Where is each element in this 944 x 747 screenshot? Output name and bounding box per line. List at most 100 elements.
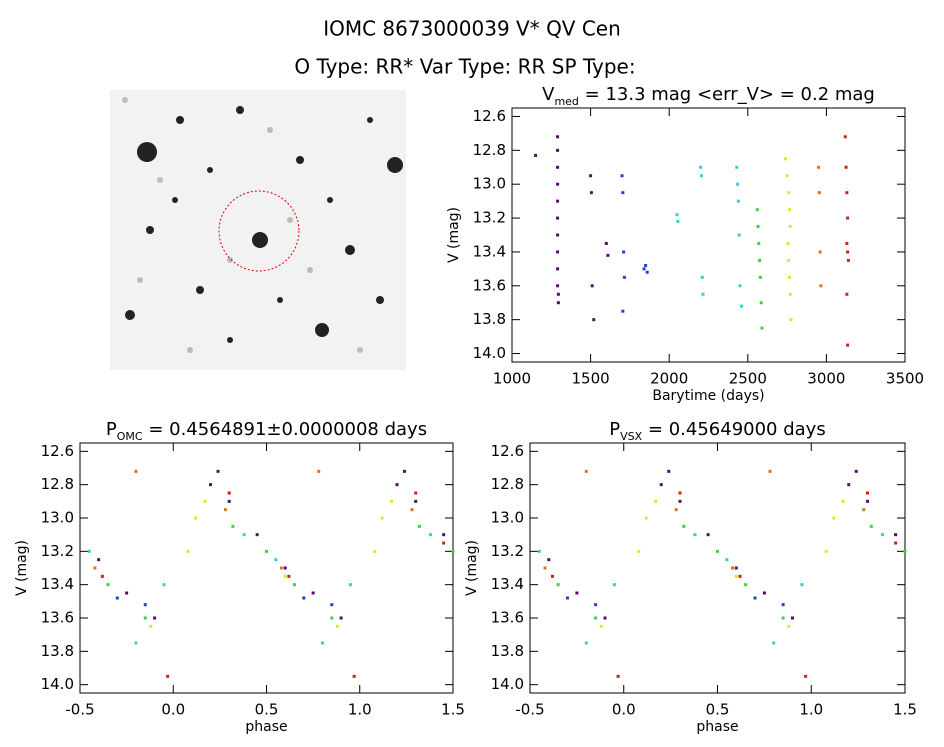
chart-title: PVSX = 0.45649000 days	[609, 419, 825, 443]
point	[869, 524, 873, 528]
point	[731, 566, 734, 570]
x-tick-label: 1.0	[799, 701, 823, 719]
point	[678, 499, 682, 503]
point	[134, 641, 138, 645]
point	[786, 241, 790, 245]
y-tick-label: 12.6	[491, 442, 524, 460]
x-tick-label: 1.5	[893, 701, 917, 719]
title-part: P	[609, 419, 620, 440]
y-axis-label: V (mag)	[464, 540, 480, 596]
point	[594, 616, 598, 620]
point	[87, 549, 91, 553]
x-tick-label: 0.0	[161, 701, 185, 719]
point	[738, 284, 742, 288]
point	[753, 596, 757, 600]
point	[781, 616, 785, 620]
y-tick-label: 13.0	[491, 509, 524, 527]
point	[621, 309, 625, 313]
point	[846, 343, 850, 347]
point	[854, 469, 858, 473]
point	[659, 483, 663, 487]
point	[283, 566, 287, 570]
y-tick-label: 13.2	[41, 542, 74, 560]
point	[844, 165, 848, 169]
point	[644, 263, 648, 267]
point	[599, 624, 603, 628]
point	[824, 549, 828, 553]
point	[818, 250, 822, 254]
point	[417, 524, 421, 528]
x-axis-label: Barytime (days)	[652, 388, 764, 404]
y-tick-label: 13.2	[491, 542, 524, 560]
point	[894, 533, 898, 537]
point	[604, 241, 608, 245]
point	[534, 153, 538, 157]
point	[547, 558, 551, 562]
point	[143, 603, 147, 607]
plot-frame	[79, 442, 454, 694]
point	[622, 275, 626, 279]
point	[862, 508, 866, 512]
point	[903, 549, 907, 553]
y-tick-label: 13.0	[41, 509, 74, 527]
y-tick-label: 14.0	[473, 344, 506, 362]
point	[292, 583, 296, 587]
point	[762, 591, 766, 595]
point	[302, 596, 306, 600]
sky-image	[110, 90, 406, 370]
x-tick-label: 2000	[650, 370, 688, 388]
point	[667, 469, 671, 473]
y-axis-label: V (mag)	[446, 207, 462, 263]
point	[274, 558, 278, 562]
point	[317, 469, 321, 473]
point	[612, 583, 616, 587]
point	[403, 469, 407, 473]
y-tick-label: 13.2	[473, 209, 506, 227]
point	[787, 258, 791, 262]
point	[736, 182, 740, 186]
point	[166, 674, 170, 678]
point	[637, 549, 641, 553]
point	[162, 583, 166, 587]
y-tick-label: 13.8	[41, 642, 74, 660]
point	[283, 574, 287, 578]
charts: Vmed = 13.3 mag <err_V> = 0.2 mag 1000 150…	[14, 84, 924, 735]
point	[725, 558, 729, 562]
point	[556, 267, 560, 271]
point	[804, 674, 808, 678]
point	[644, 516, 648, 520]
point	[700, 275, 704, 279]
point	[787, 624, 791, 628]
point	[556, 182, 560, 186]
point	[744, 583, 748, 587]
x-tick-label: 0.5	[706, 701, 730, 719]
y-tick-label: 12.8	[41, 475, 74, 493]
point	[781, 603, 785, 607]
point	[216, 469, 220, 473]
point	[734, 566, 738, 570]
point	[589, 191, 593, 195]
point	[845, 191, 849, 195]
point	[846, 250, 850, 254]
point	[866, 491, 869, 495]
point	[149, 624, 153, 628]
x-tick-label: 1.5	[441, 701, 465, 719]
point	[606, 253, 610, 257]
point	[832, 516, 836, 520]
point	[556, 233, 560, 237]
point	[255, 533, 259, 537]
point	[143, 616, 147, 620]
x-tick-label: 3500	[886, 370, 924, 388]
point	[789, 318, 793, 322]
plot-frame	[511, 107, 906, 363]
point	[227, 499, 231, 503]
title-part: = 0.4564891±0.0000008 days	[143, 419, 428, 440]
point	[642, 267, 646, 271]
point	[556, 250, 560, 254]
point	[348, 583, 352, 587]
point	[693, 533, 697, 537]
point	[819, 284, 823, 288]
point	[845, 292, 849, 296]
y-tick-label: 13.4	[41, 575, 74, 593]
point	[701, 292, 705, 296]
